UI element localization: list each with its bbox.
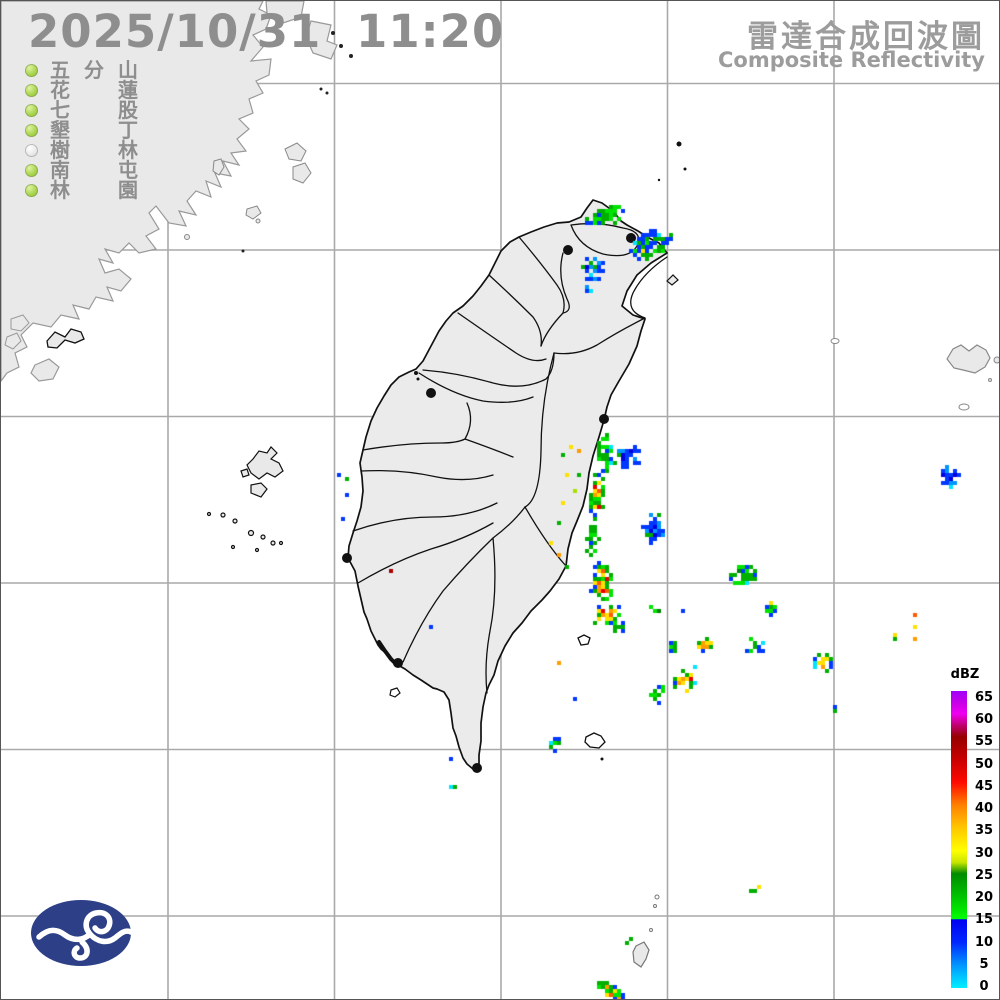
taiwan-island xyxy=(347,199,668,770)
station-name: 七股 xyxy=(50,98,138,122)
colorbar-tick-label: 45 xyxy=(974,778,994,794)
colorbar-unit-label: dBZ xyxy=(950,667,980,682)
station-active-dot xyxy=(25,163,38,177)
colorbar-tick-label: 30 xyxy=(974,845,994,861)
station-name: 五分山 xyxy=(50,58,138,82)
station-active-dot xyxy=(25,183,38,197)
colorbar-tick-label: 65 xyxy=(974,690,994,705)
colorbar-tick-label: 25 xyxy=(974,867,994,883)
colorbar-tick-label: 55 xyxy=(974,734,994,750)
colorbar-gradient xyxy=(951,691,967,988)
station-name: 花蓮 xyxy=(50,78,138,102)
station-name: 林園 xyxy=(50,178,138,202)
station-active-dot xyxy=(25,123,38,137)
colorbar-tick-label: 15 xyxy=(974,912,994,928)
station-legend-row: 樹林 xyxy=(25,140,138,160)
page-title: 雷達合成回波圖 xyxy=(747,19,985,55)
colorbar: dBZ 65 60 55 50 45 40 35 30 25 20 15 10 5 0 xyxy=(947,667,999,999)
station-legend-row: 七股 xyxy=(25,100,138,120)
colorbar-tick-label: 10 xyxy=(974,934,994,950)
radar-site-marker xyxy=(426,388,436,398)
colorbar-tick-label: 50 xyxy=(974,756,994,772)
station-name: 樹林 xyxy=(50,138,138,162)
station-name: 南屯 xyxy=(50,158,138,182)
radar-site-marker xyxy=(599,414,609,424)
radar-site-marker xyxy=(472,763,482,773)
page-subtitle: Composite Reflectivity xyxy=(718,48,985,72)
station-legend-row: 墾丁 xyxy=(25,120,138,140)
station-legend-row: 南屯 xyxy=(25,160,138,180)
station-active-dot xyxy=(25,103,38,117)
colorbar-tick-label: 35 xyxy=(974,823,994,839)
station-legend-row: 林園 xyxy=(25,180,138,200)
station-legend: 五分山 花蓮 七股 墾丁 樹林 南屯 林園 xyxy=(25,60,138,200)
station-name: 墾丁 xyxy=(50,118,138,142)
colorbar-tick-label: 20 xyxy=(974,890,994,906)
station-legend-row: 五分山 xyxy=(25,60,138,80)
radar-site-marker xyxy=(563,245,573,255)
timestamp: 2025/10/31 11:20 xyxy=(28,5,505,58)
station-inactive-dot xyxy=(25,143,38,157)
colorbar-tick-label: 0 xyxy=(979,979,989,994)
radar-site-marker xyxy=(342,553,352,563)
radar-site-marker xyxy=(393,658,403,668)
station-active-dot xyxy=(25,63,38,77)
colorbar-tick-label: 5 xyxy=(979,956,989,972)
cwb-logo xyxy=(31,900,133,966)
colorbar-tick-label: 40 xyxy=(974,801,994,817)
radar-site-marker xyxy=(626,233,636,243)
station-active-dot xyxy=(25,83,38,97)
colorbar-tick-label: 60 xyxy=(974,712,994,728)
station-legend-row: 花蓮 xyxy=(25,80,138,100)
penghu-islands xyxy=(206,446,284,553)
